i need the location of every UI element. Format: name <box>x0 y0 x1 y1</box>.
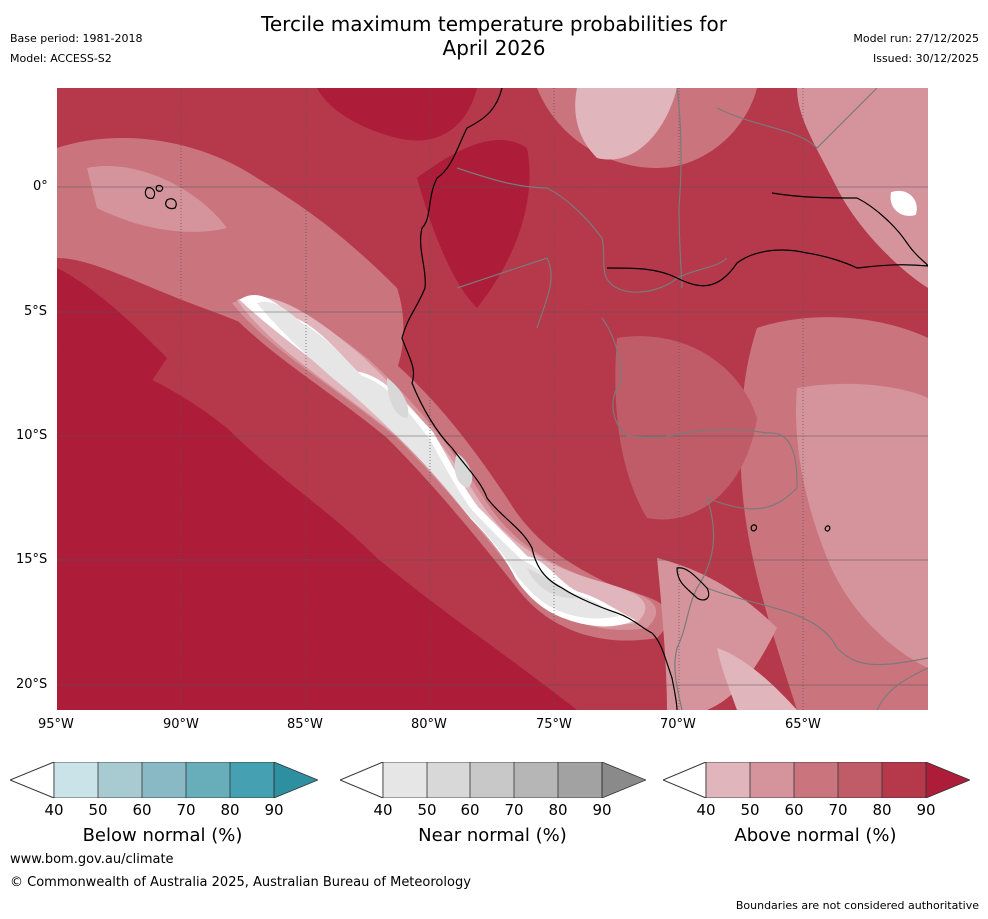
cb-below-tick-70: 70 <box>176 801 196 819</box>
cb-below-tick-90: 90 <box>264 801 284 819</box>
model-run: Model run: 27/12/2025 <box>853 32 979 45</box>
base-period: Base period: 1981-2018 <box>10 32 143 45</box>
above-50-zone-north <box>575 88 677 160</box>
above-60-zone-northeast <box>797 88 928 288</box>
model-name: Model: ACCESS-S2 <box>10 52 112 65</box>
cb-above-tick-40: 40 <box>696 801 716 819</box>
cb-below-tick-80: 80 <box>220 801 240 819</box>
above-90-zone-north <box>317 88 477 141</box>
colorbar-below-segment-80 <box>230 762 274 798</box>
lon-tick-75w: 75°W <box>536 717 572 732</box>
colorbar-near-segment-70 <box>514 762 558 798</box>
above-90-zone-west <box>57 268 167 388</box>
above-60-zone-northwest <box>87 166 227 232</box>
lon-tick-70w: 70°W <box>660 717 696 732</box>
colorbar-below-max-arrow <box>274 762 318 798</box>
colorbar-above-label: Above normal (%) <box>734 825 897 846</box>
above-70-80-zone-central <box>615 336 757 520</box>
footer-copyright: © Commonwealth of Australia 2025, Austra… <box>10 875 471 890</box>
cb-above-tick-60: 60 <box>784 801 804 819</box>
probability-map <box>57 88 928 710</box>
colorbar-near-max-arrow <box>602 762 646 798</box>
lon-tick-95w: 95°W <box>38 717 74 732</box>
above-90-zone-southwest <box>57 348 577 710</box>
map-title: Tercile maximum temperature probabilitie… <box>0 12 988 60</box>
above-60-zone-east <box>796 383 928 668</box>
cb-near-tick-40: 40 <box>373 801 393 819</box>
near-normal-40-50-zone <box>257 301 619 619</box>
colorbar-below-label: Below normal (%) <box>82 825 243 846</box>
colorbar-near-label: Near normal (%) <box>418 825 567 846</box>
lat-tick-10s: 10°S <box>16 428 48 443</box>
lon-tick-80w: 80°W <box>411 717 447 732</box>
colorbar-near-segment-80 <box>558 762 602 798</box>
colorbar-above-segment-60 <box>794 762 838 798</box>
issued-date: Issued: 30/12/2025 <box>872 52 979 65</box>
cb-near-tick-50: 50 <box>417 801 437 819</box>
lat-tick-5s: 5°S <box>24 304 48 319</box>
cb-below-tick-60: 60 <box>132 801 152 819</box>
colorbar-above-segment-50 <box>750 762 794 798</box>
near-normal-50-patch-2 <box>454 453 473 488</box>
colorbar-below-segment-60 <box>142 762 186 798</box>
cb-near-tick-60: 60 <box>460 801 480 819</box>
lon-tick-65w: 65°W <box>785 717 821 732</box>
cb-near-tick-90: 90 <box>592 801 612 819</box>
colorbar-near-segment-60 <box>470 762 514 798</box>
country-boundaries <box>456 88 928 710</box>
near-normal-50-patch-1 <box>387 378 409 418</box>
lon-tick-85w: 85°W <box>287 717 323 732</box>
colorbar-above-segment-70 <box>838 762 882 798</box>
cb-near-tick-70: 70 <box>504 801 524 819</box>
footer-disclaimer: Boundaries are not considered authoritat… <box>735 899 979 912</box>
colorbar-above-segment-40 <box>706 762 750 798</box>
colorbar-near-min-arrow <box>340 762 384 798</box>
colorbar-near-segment-40 <box>383 762 427 798</box>
colorbar-above-normal <box>663 762 970 798</box>
cb-near-tick-80: 80 <box>548 801 568 819</box>
cb-above-tick-70: 70 <box>828 801 848 819</box>
title-line-1: Tercile maximum temperature probabilitie… <box>261 12 727 36</box>
colorbar-above-segment-80 <box>882 762 926 798</box>
colorbar-below-segment-40 <box>54 762 98 798</box>
cb-below-tick-40: 40 <box>44 801 64 819</box>
above-50-zone-southeast <box>717 648 797 710</box>
lat-tick-0: 0° <box>33 179 48 194</box>
cb-above-tick-50: 50 <box>740 801 760 819</box>
cb-above-tick-80: 80 <box>872 801 892 819</box>
colorbar-above-min-arrow <box>663 762 707 798</box>
colorbar-below-min-arrow <box>10 762 55 798</box>
colorbar-below-normal <box>10 762 318 798</box>
colorbar-above-max-arrow <box>926 762 970 798</box>
lat-tick-15s: 15°S <box>16 552 48 567</box>
near-normal-patch-northeast <box>890 190 917 216</box>
coastline <box>144 88 928 710</box>
lon-tick-90w: 90°W <box>163 717 199 732</box>
cb-below-tick-50: 50 <box>88 801 108 819</box>
lat-tick-20s: 20°S <box>16 677 48 692</box>
colorbar-below-segment-50 <box>98 762 142 798</box>
colorbar-near-normal <box>340 762 646 798</box>
colorbar-below-segment-70 <box>186 762 230 798</box>
cb-above-tick-90: 90 <box>916 801 936 819</box>
colorbar-near-segment-50 <box>427 762 470 798</box>
near-normal-50-patch-3 <box>527 568 577 599</box>
footer-url: www.bom.gov.au/climate <box>10 852 174 867</box>
title-line-2: April 2026 <box>442 36 546 60</box>
